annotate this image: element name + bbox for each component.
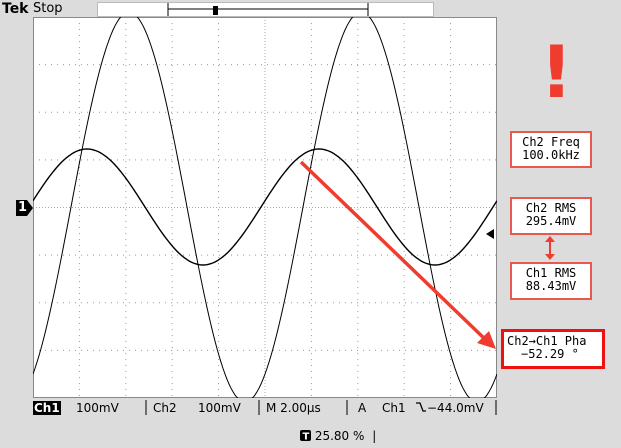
trigger-source: Ch1 [382,401,406,415]
screen-border [33,17,497,398]
meas-ch1-rms-value: 88.43mV [525,279,577,293]
trigger-position-value: 25.80 % [314,429,365,443]
status-bar: Ch1 100mV Ch2 100mV M 2.00µs A Ch1 −44.0… [33,398,497,417]
trigger-level-arrow[interactable] [486,224,496,239]
ch2-waveform [32,11,498,403]
record-length-bar [97,2,434,17]
meas-phase[interactable]: Ch2→Ch1 Pha −52.29 ° [501,329,605,369]
trigger-slope-icon [415,401,427,416]
meas-ch1-rms-label: Ch1 RMS [525,266,577,280]
ch2-label[interactable]: Ch2 [153,401,177,415]
meas-ch2-freq[interactable]: Ch2 Freq 100.0kHz [510,131,592,168]
meas-ch2-rms[interactable]: Ch2 RMS 295.4mV [510,197,592,235]
trigger-t-icon: T [300,430,311,443]
meas-ch2-rms-value: 295.4mV [525,214,577,228]
meas-ch2-rms-label: Ch2 RMS [525,201,577,215]
trigger-level: −44.0mV [427,401,484,415]
meas-ch2-freq-value: 100.0kHz [522,148,580,162]
ch1-ground-marker[interactable]: 1 [16,200,34,216]
annotation-arrow-line [299,160,490,344]
meas-ch2-freq-label: Ch2 Freq [522,135,580,149]
ch1-waveform [32,148,498,266]
ch1-label[interactable]: Ch1 [33,401,61,415]
timebase[interactable]: M 2.00µs [266,401,321,415]
meas-phase-label: Ch2→Ch1 Pha [507,334,587,348]
double-arrow-icon [543,236,557,260]
ch1-scale: 100mV [76,401,119,415]
trigger-mode: A [358,401,367,415]
meas-ch1-rms[interactable]: Ch1 RMS 88.43mV [510,262,592,300]
svg-text:T: T [303,432,310,442]
ch1-marker-label: 1 [18,200,28,215]
ch2-scale: 100mV [198,401,241,415]
warning-exclamation: ! [540,30,573,114]
waveform-display [32,11,498,403]
trigger-position-readout: T 25.80 % | [300,429,376,443]
annotation-arrow-head [477,331,496,349]
graticule [32,11,498,403]
brand-logo: Tek [2,1,29,17]
meas-phase-value: −52.29 ° [521,347,579,361]
run-state: Stop [33,1,63,16]
